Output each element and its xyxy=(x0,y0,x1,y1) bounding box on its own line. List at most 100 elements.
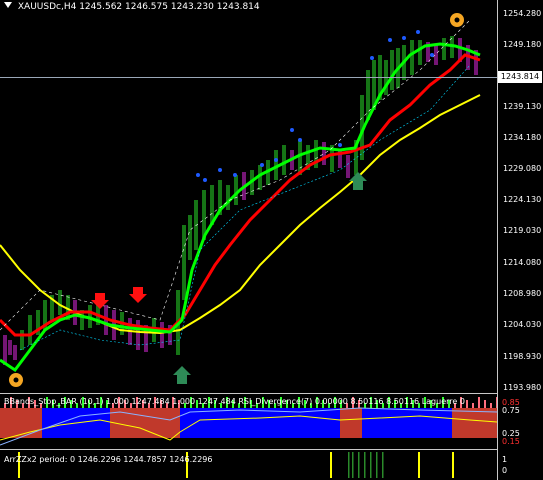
histogram-bar xyxy=(310,403,312,408)
y-tick-1: 1254.280 xyxy=(503,9,542,18)
histogram-bar xyxy=(370,397,372,408)
histogram-bar xyxy=(394,400,396,408)
histogram-bar xyxy=(442,397,444,408)
indicator-red-block xyxy=(0,408,42,438)
zigzag-tick-1: 1 xyxy=(502,455,508,464)
price-bar xyxy=(338,150,342,168)
price-bar xyxy=(346,155,350,178)
histogram-bar xyxy=(298,397,300,408)
y-tick-8: 1219.030 xyxy=(503,226,542,235)
red-moving-average xyxy=(0,53,481,337)
histogram-bar xyxy=(316,397,318,408)
blue-marker-dot xyxy=(370,56,374,60)
price-bar xyxy=(36,310,40,335)
price-bar xyxy=(50,295,54,320)
histogram-bar xyxy=(148,403,150,408)
histogram-bar xyxy=(196,400,198,408)
y-tick-2: 1249.180 xyxy=(503,40,542,49)
y-tick-6: 1229.080 xyxy=(503,164,542,173)
zigzag-green-bar xyxy=(348,452,350,478)
y-tick-9: 1214.080 xyxy=(503,258,542,267)
y-tick-12: 1198.930 xyxy=(503,352,542,361)
zigzag-green-bar xyxy=(358,452,360,478)
y-tick-13: 1193.980 xyxy=(503,383,542,392)
collapse-triangle-icon[interactable] xyxy=(4,2,12,8)
histogram-bar xyxy=(412,400,414,408)
histogram-bar xyxy=(52,400,54,408)
histogram-bar xyxy=(328,403,330,408)
histogram-bar xyxy=(10,397,12,408)
red-down-arrow-icon xyxy=(91,293,109,309)
price-bar xyxy=(298,140,302,175)
histogram-bar xyxy=(436,403,438,408)
y-tick-10: 1208.980 xyxy=(503,289,542,298)
price-bar xyxy=(58,290,62,315)
indicator-label: BBands_Stop_BAR (10,1) 1.000 1247.484 1.… xyxy=(4,397,465,406)
zigzag-green-bar xyxy=(364,452,366,478)
price-bar xyxy=(426,42,430,62)
histogram-bar xyxy=(286,400,288,408)
blue-marker-dot xyxy=(196,173,200,177)
histogram-bar xyxy=(322,400,324,408)
histogram-bar xyxy=(484,400,486,408)
histogram-bar xyxy=(166,403,168,408)
indicator-tick-075: 0.75 xyxy=(502,406,520,415)
high-value: 1246.575 xyxy=(125,2,168,12)
histogram-bar xyxy=(214,400,216,408)
blue-marker-dot xyxy=(274,158,278,162)
histogram-bar xyxy=(472,403,474,408)
histogram-bar xyxy=(178,400,180,408)
price-bar xyxy=(442,38,446,60)
price-axis[interactable] xyxy=(497,0,543,480)
blue-marker-dot xyxy=(402,36,406,40)
histogram-bar xyxy=(118,397,120,408)
histogram-bar xyxy=(460,397,462,408)
cyan-dashed-line xyxy=(19,64,471,351)
coin-center-dot xyxy=(13,377,19,383)
histogram-bar xyxy=(82,397,84,408)
histogram-bar xyxy=(304,400,306,408)
histogram-bar xyxy=(388,397,390,408)
histogram-bar xyxy=(280,397,282,408)
blue-marker-dot xyxy=(298,138,302,142)
histogram-bar xyxy=(274,403,276,408)
histogram-bar xyxy=(406,397,408,408)
price-bar xyxy=(136,320,140,350)
indicator-tick-085: 0.85 xyxy=(502,398,520,407)
histogram-bar xyxy=(232,400,234,408)
histogram-bar xyxy=(46,397,48,408)
price-bar xyxy=(3,335,7,365)
close-value: 1243.814 xyxy=(216,2,260,12)
histogram-bar xyxy=(88,400,90,408)
current-price-label: 1243.814 xyxy=(498,71,542,83)
blue-marker-dot xyxy=(218,168,222,172)
histogram-bar xyxy=(112,403,114,408)
histogram-bar xyxy=(454,403,456,408)
histogram-bar xyxy=(40,403,42,408)
indicator-blue-band xyxy=(0,408,497,438)
price-bar xyxy=(210,185,214,225)
price-bar xyxy=(360,95,364,160)
histogram-bar xyxy=(16,400,18,408)
histogram-bar xyxy=(346,403,348,408)
zigzag-label: ArrZZx2 period: 0 1246.2296 1244.7857 12… xyxy=(4,455,213,464)
price-bar xyxy=(43,300,47,330)
price-bar xyxy=(80,310,84,330)
histogram-bar xyxy=(160,400,162,408)
histogram-bar xyxy=(202,403,204,408)
zigzag-separator xyxy=(0,449,497,450)
zigzag-signal-bar xyxy=(18,452,20,478)
price-bar xyxy=(314,140,318,168)
y-tick-5: 1234.180 xyxy=(503,133,542,142)
y-tick-11: 1204.030 xyxy=(503,320,542,329)
histogram-bar xyxy=(400,403,402,408)
histogram-bar xyxy=(340,400,342,408)
histogram-bar xyxy=(172,397,174,408)
zigzag-signal-bar xyxy=(186,452,188,478)
coin-center-dot xyxy=(454,17,460,23)
indicator-red-block xyxy=(340,408,362,438)
zigzag-green-bar xyxy=(352,452,354,478)
histogram-bar xyxy=(70,400,72,408)
